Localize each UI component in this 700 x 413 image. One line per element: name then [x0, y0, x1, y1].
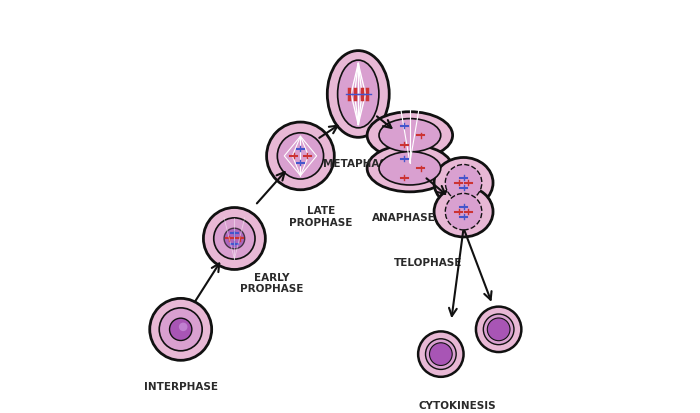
- Circle shape: [179, 323, 188, 331]
- Ellipse shape: [379, 119, 441, 152]
- Ellipse shape: [267, 123, 335, 190]
- Ellipse shape: [159, 308, 202, 351]
- Ellipse shape: [214, 218, 255, 259]
- Ellipse shape: [328, 52, 389, 138]
- Circle shape: [445, 194, 482, 230]
- Ellipse shape: [379, 152, 441, 185]
- Circle shape: [169, 318, 192, 341]
- Ellipse shape: [426, 339, 456, 370]
- Ellipse shape: [418, 332, 463, 377]
- Ellipse shape: [204, 208, 265, 270]
- Ellipse shape: [434, 158, 493, 209]
- Text: ANAPHASE: ANAPHASE: [372, 212, 435, 222]
- Ellipse shape: [150, 299, 211, 361]
- Ellipse shape: [337, 61, 379, 128]
- Ellipse shape: [483, 314, 514, 345]
- Text: METAPHASE: METAPHASE: [323, 159, 394, 169]
- Text: TELOPHASE: TELOPHASE: [394, 257, 463, 268]
- Ellipse shape: [367, 145, 453, 192]
- Text: EARLY
PROPHASE: EARLY PROPHASE: [240, 272, 303, 293]
- Ellipse shape: [367, 112, 453, 159]
- Circle shape: [430, 343, 452, 366]
- Ellipse shape: [277, 133, 323, 180]
- Circle shape: [224, 229, 245, 249]
- Ellipse shape: [476, 307, 522, 352]
- Text: LATE
PROPHASE: LATE PROPHASE: [289, 206, 353, 228]
- Ellipse shape: [434, 187, 493, 237]
- Circle shape: [445, 165, 482, 202]
- Circle shape: [487, 318, 510, 341]
- Text: CYTOKINESIS: CYTOKINESIS: [419, 400, 496, 411]
- Text: INTERPHASE: INTERPHASE: [144, 381, 218, 391]
